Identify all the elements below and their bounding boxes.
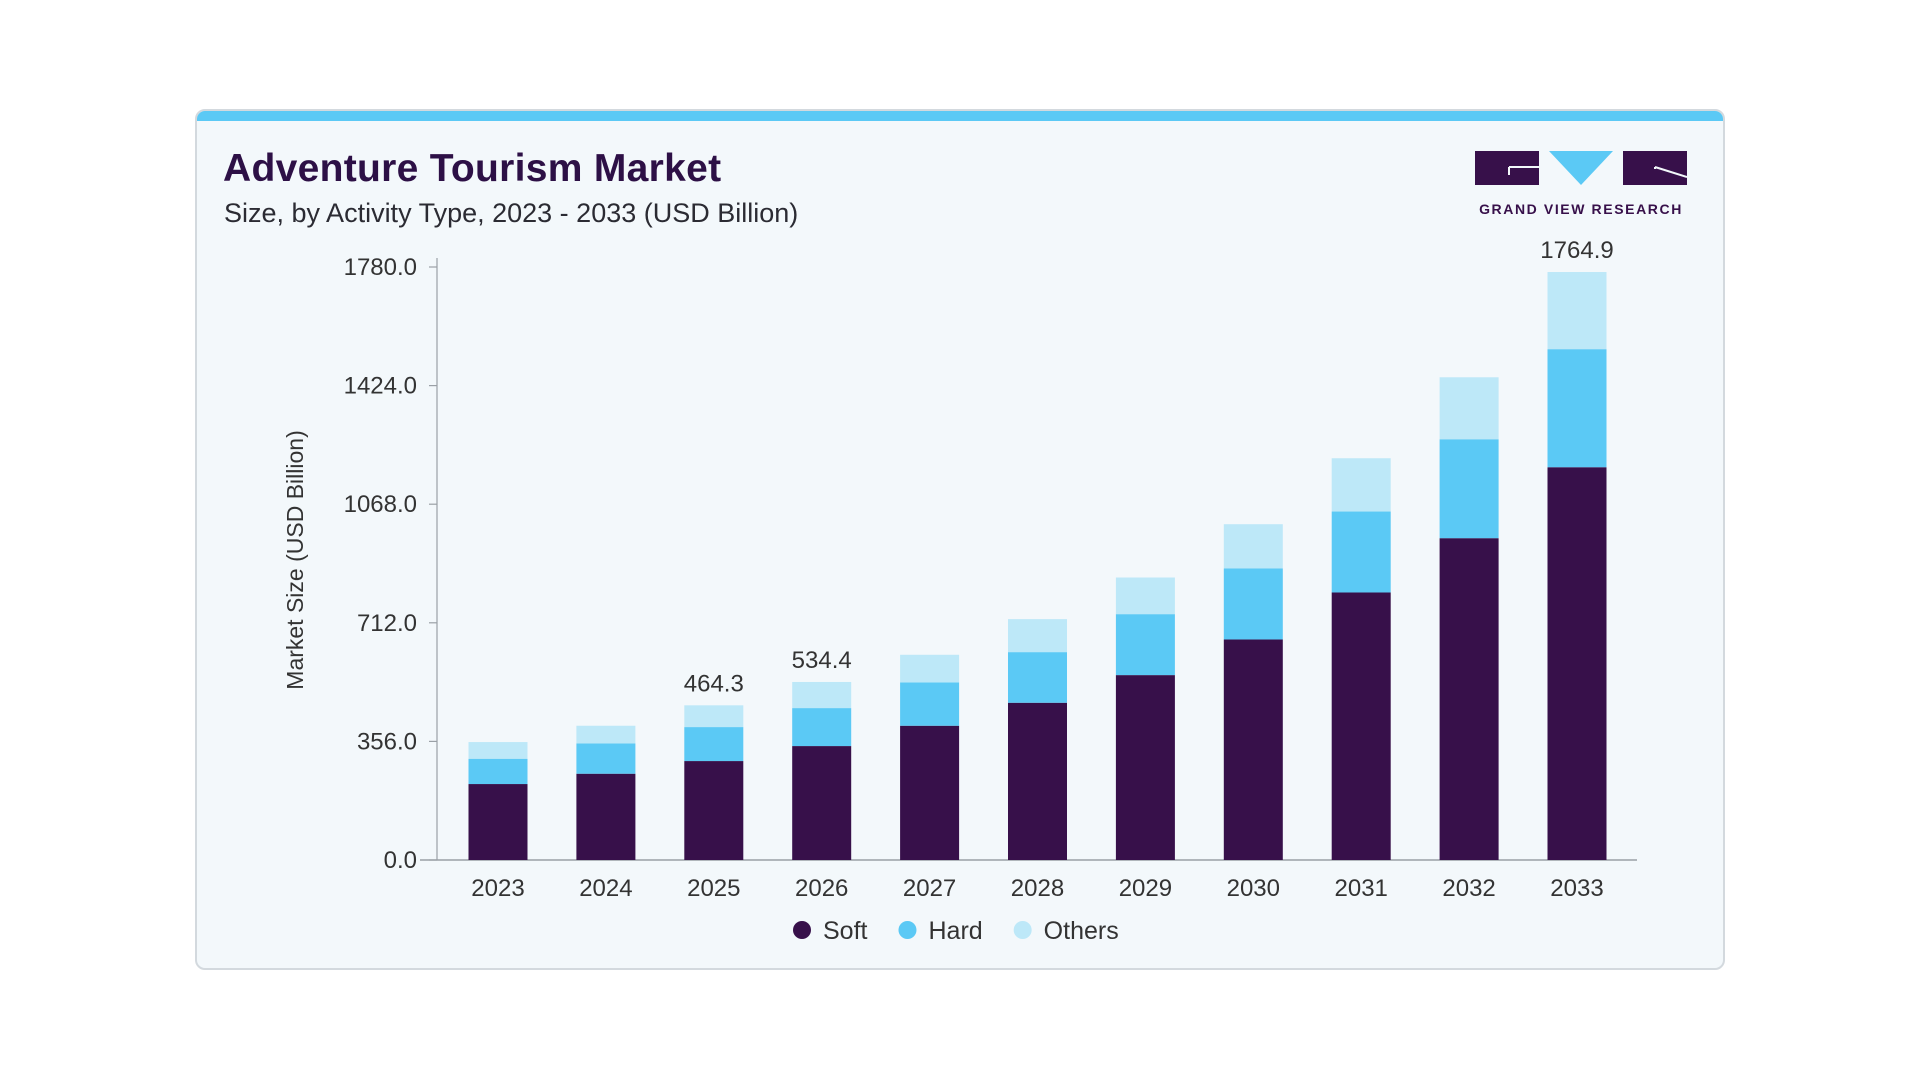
y-tick-label: 356.0 (357, 728, 417, 755)
x-tick-label: 2026 (795, 875, 848, 902)
chart-subtitle: Size, by Activity Type, 2023 - 2033 (USD… (224, 198, 799, 228)
bar-hard-2029 (1115, 614, 1175, 676)
legend-marker-soft (793, 921, 811, 939)
chart-title: Adventure Tourism Market (223, 147, 722, 190)
gvr-logo-icon (1475, 151, 1688, 185)
legend-label-others: Others (1044, 917, 1119, 945)
bar-others-2033 (1547, 272, 1607, 350)
bar-hard-2030 (1223, 568, 1283, 640)
x-tick-label: 2032 (1442, 875, 1495, 902)
bar-soft-2023 (468, 784, 528, 860)
legend-label-soft: Soft (823, 917, 868, 945)
bar-soft-2031 (1331, 592, 1391, 860)
bar-soft-2025 (684, 761, 744, 860)
bar-soft-2029 (1115, 675, 1175, 860)
x-tick-label: 2029 (1119, 875, 1172, 902)
bar-hard-2023 (468, 758, 528, 785)
bar-others-2025 (684, 705, 744, 728)
bar-hard-2031 (1331, 511, 1391, 593)
bar-hard-2024 (576, 743, 636, 774)
x-tick-label: 2030 (1227, 875, 1280, 902)
x-tick-label: 2027 (903, 875, 956, 902)
bar-hard-2026 (792, 708, 852, 747)
x-tick-label: 2024 (579, 875, 632, 902)
bar-hard-2033 (1547, 349, 1607, 468)
accent-bar (197, 111, 1723, 121)
bar-others-2029 (1115, 577, 1175, 615)
bar-soft-2032 (1439, 538, 1499, 860)
bar-others-2024 (576, 725, 636, 744)
x-tick-label: 2028 (1011, 875, 1064, 902)
logo-text: GRAND VIEW RESEARCH (1479, 201, 1683, 217)
x-tick-label: 2031 (1335, 875, 1388, 902)
x-tick-label: 2033 (1550, 875, 1603, 902)
bar-others-2031 (1331, 458, 1391, 512)
bar-soft-2028 (1008, 702, 1067, 860)
y-tick-label: 1780.0 (344, 254, 417, 281)
bar-others-2023 (468, 742, 528, 759)
legend-marker-others (1013, 921, 1032, 939)
y-tick-label: 1424.0 (344, 373, 417, 400)
bar-soft-2027 (900, 725, 960, 860)
bar-soft-2030 (1223, 639, 1283, 860)
data-label: 464.3 (684, 670, 744, 697)
data-label: 534.4 (792, 647, 852, 674)
y-axis-label: Market Size (USD Billion) (282, 430, 308, 689)
y-tick-label: 1068.0 (344, 491, 417, 518)
legend-label-hard: Hard (928, 917, 982, 945)
y-tick-label: 0.0 (384, 847, 417, 874)
bar-others-2027 (900, 654, 960, 683)
bar-soft-2026 (792, 746, 852, 860)
data-label: 1764.9 (1540, 237, 1613, 264)
bar-soft-2033 (1547, 467, 1607, 860)
gvr-logo: GRAND VIEW RESEARCH (1475, 151, 1688, 221)
y-tick-label: 712.0 (357, 610, 417, 637)
bar-hard-2027 (900, 682, 960, 726)
bar-others-2026 (792, 681, 852, 709)
legend-marker-hard (898, 921, 917, 939)
bar-hard-2025 (684, 727, 744, 762)
bar-others-2030 (1223, 524, 1283, 569)
bar-others-2032 (1439, 377, 1499, 440)
bar-soft-2024 (576, 773, 636, 860)
bar-others-2028 (1008, 619, 1067, 653)
bar-hard-2028 (1008, 652, 1067, 703)
x-tick-label: 2025 (687, 875, 740, 902)
x-tick-label: 2023 (471, 875, 524, 902)
bar-hard-2032 (1439, 439, 1499, 539)
